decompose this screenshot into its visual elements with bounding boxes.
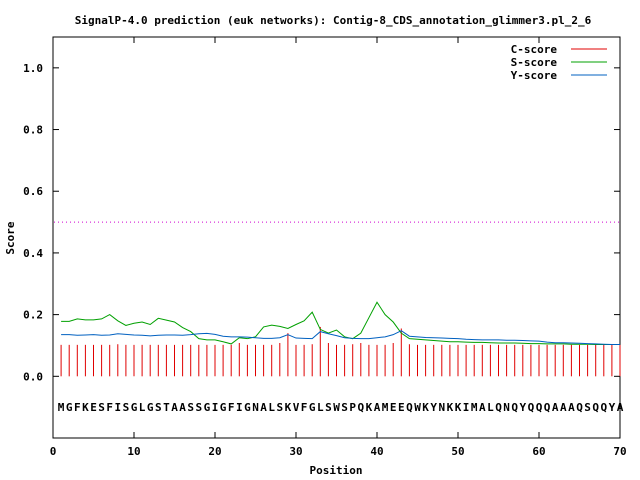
sequence-letter: Q — [495, 401, 502, 414]
sequence-letter: E — [398, 401, 405, 414]
sequence-letter: Q — [357, 401, 364, 414]
x-tick-label: 40 — [370, 445, 383, 458]
y-tick-label: 1.0 — [23, 62, 43, 75]
legend: C-score S-score Y-score — [511, 43, 607, 82]
sequence-letter: M — [382, 401, 389, 414]
sequence-letter: L — [487, 401, 494, 414]
chart-title: SignalP-4.0 prediction (euk networks): C… — [75, 14, 592, 27]
sequence-letter: L — [139, 401, 146, 414]
x-tick-label: 20 — [208, 445, 221, 458]
sequence-letter: P — [349, 401, 356, 414]
score-lines — [61, 301, 620, 346]
sequence-letter: S — [195, 401, 202, 414]
sequence-letter: Q — [528, 401, 535, 414]
sequence-letter: A — [374, 401, 381, 414]
sequence-letter: K — [422, 401, 429, 414]
sequence-letter: I — [236, 401, 243, 414]
sequence-letter: G — [220, 401, 227, 414]
y-tick-label: 0.4 — [23, 247, 43, 260]
sequence-letter: G — [147, 401, 154, 414]
sequence-letter: W — [333, 401, 340, 414]
legend-label-s-score: S-score — [511, 56, 558, 69]
sequence-letter: T — [163, 401, 170, 414]
y-tick-label: 0.0 — [23, 370, 43, 383]
sequence-letter: Y — [519, 401, 526, 414]
sequence-letter: L — [268, 401, 275, 414]
y-tick-label: 0.2 — [23, 309, 43, 322]
sequence-letter: N — [438, 401, 445, 414]
c-score-impulses — [60, 326, 621, 377]
sequence-letter: F — [301, 401, 308, 414]
y-tick-label: 0.6 — [23, 185, 43, 198]
sequence-letter: Q — [592, 401, 599, 414]
legend-label-c-score: C-score — [511, 43, 558, 56]
sequence-letter: Q — [576, 401, 583, 414]
x-axis-label: Position — [310, 464, 363, 477]
sequence-letter: Q — [406, 401, 413, 414]
sequence-letter: Q — [600, 401, 607, 414]
sequence-letter: A — [479, 401, 486, 414]
y-axis-label: Score — [4, 221, 17, 254]
sequence-letter: V — [293, 401, 300, 414]
sequence-letter: G — [244, 401, 251, 414]
plot-frame — [52, 36, 621, 439]
sequence-letter: I — [463, 401, 470, 414]
sequence-letter: S — [341, 401, 348, 414]
y-tick-label: 0.8 — [23, 124, 43, 137]
sequence-letter: K — [455, 401, 462, 414]
y-score-line — [61, 330, 620, 346]
sequence-letter: A — [179, 401, 186, 414]
sequence-letter: I — [212, 401, 219, 414]
x-tick-label: 50 — [451, 445, 464, 458]
sequence-letter: Q — [511, 401, 518, 414]
sequence-letter: A — [560, 401, 567, 414]
sequence-letter: S — [276, 401, 283, 414]
sequence-letter: Y — [430, 401, 437, 414]
sequence-letter: G — [66, 401, 73, 414]
axis-ticks: 0 10 20 30 40 50 60 70 0.0 0.2 0.4 0.6 0.8 1.0 — [23, 37, 627, 458]
sequence-letter: G — [309, 401, 316, 414]
sequence-letter: F — [106, 401, 113, 414]
x-tick-label: 0 — [50, 445, 57, 458]
sequence-letter: N — [252, 401, 259, 414]
sequence-letter: N — [503, 401, 510, 414]
sequence-letter: A — [552, 401, 559, 414]
sequence-letter: G — [204, 401, 211, 414]
sequence-letter: S — [187, 401, 194, 414]
sequence-letter: S — [584, 401, 591, 414]
sequence-letter: S — [98, 401, 105, 414]
x-tick-label: 30 — [289, 445, 302, 458]
sequence-letter: A — [260, 401, 267, 414]
sequence-letter: M — [471, 401, 478, 414]
sequence-letter: W — [414, 401, 421, 414]
sequence-letter: F — [228, 401, 235, 414]
sequence-letter: A — [617, 401, 624, 414]
sequence-letter: A — [171, 401, 178, 414]
sequence-letter: S — [155, 401, 162, 414]
sequence-letter: M — [58, 401, 65, 414]
sequence-letter: K — [447, 401, 454, 414]
sequence-letter: S — [325, 401, 332, 414]
sequence-letter: E — [390, 401, 397, 414]
sequence-letter: A — [568, 401, 575, 414]
sequence-letter: K — [82, 401, 89, 414]
s-score-line — [61, 301, 620, 346]
x-tick-label: 60 — [532, 445, 545, 458]
x-tick-label: 10 — [127, 445, 140, 458]
sequence-letter: Q — [544, 401, 551, 414]
legend-label-y-score: Y-score — [511, 69, 558, 82]
sequence-letter: I — [114, 401, 121, 414]
sequence-letter: Q — [536, 401, 543, 414]
sequence-letter: G — [131, 401, 138, 414]
sequence-letter: E — [90, 401, 97, 414]
sequence-letter: F — [74, 401, 81, 414]
sequence-letter: Y — [609, 401, 616, 414]
x-tick-label: 70 — [613, 445, 626, 458]
sequence-letter: K — [285, 401, 292, 414]
sequence-letter: L — [317, 401, 324, 414]
sequence-letter: K — [366, 401, 373, 414]
sequence-letter: S — [123, 401, 130, 414]
